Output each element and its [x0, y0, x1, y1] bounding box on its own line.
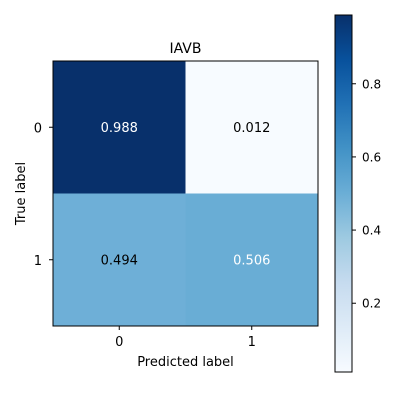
x-axis-label: Predicted label	[137, 355, 234, 370]
cell-value-label-0-0: 0.988	[101, 121, 138, 136]
cell-value-label-1-1: 0.506	[233, 253, 270, 268]
chart-title: IAVB	[170, 41, 202, 57]
y-axis-ticks: 01	[34, 121, 53, 269]
colorbar-tick-label: 0.2	[362, 297, 381, 311]
x-tick-label: 0	[115, 335, 123, 350]
heatmap-cell-0-1	[185, 61, 318, 194]
colorbar-tick-label: 0.6	[362, 150, 381, 164]
colorbar-tick-label: 0.4	[362, 224, 381, 238]
heatmap-cells	[53, 61, 318, 326]
colorbar-tick-label: 0.8	[362, 77, 381, 91]
x-tick-label: 1	[248, 335, 256, 350]
heatmap-cell-labels: 0.988 0.012 0.494 0.506	[101, 121, 271, 269]
cell-value-label-0-1: 0.012	[233, 121, 270, 136]
cell-value-label-1-0: 0.494	[101, 253, 138, 268]
y-tick-label: 0	[34, 121, 42, 136]
y-tick-label: 1	[34, 254, 42, 269]
plot-frame	[52, 60, 319, 327]
heatmap-cell-1-0	[53, 193, 186, 326]
colorbar-ticks: 0.2 0.4 0.6 0.8	[352, 77, 381, 311]
heatmap-cell-0-0	[53, 61, 186, 194]
heatmap-cell-1-1	[185, 193, 318, 326]
colorbar	[334, 14, 353, 373]
y-axis-label: True label	[14, 162, 29, 226]
